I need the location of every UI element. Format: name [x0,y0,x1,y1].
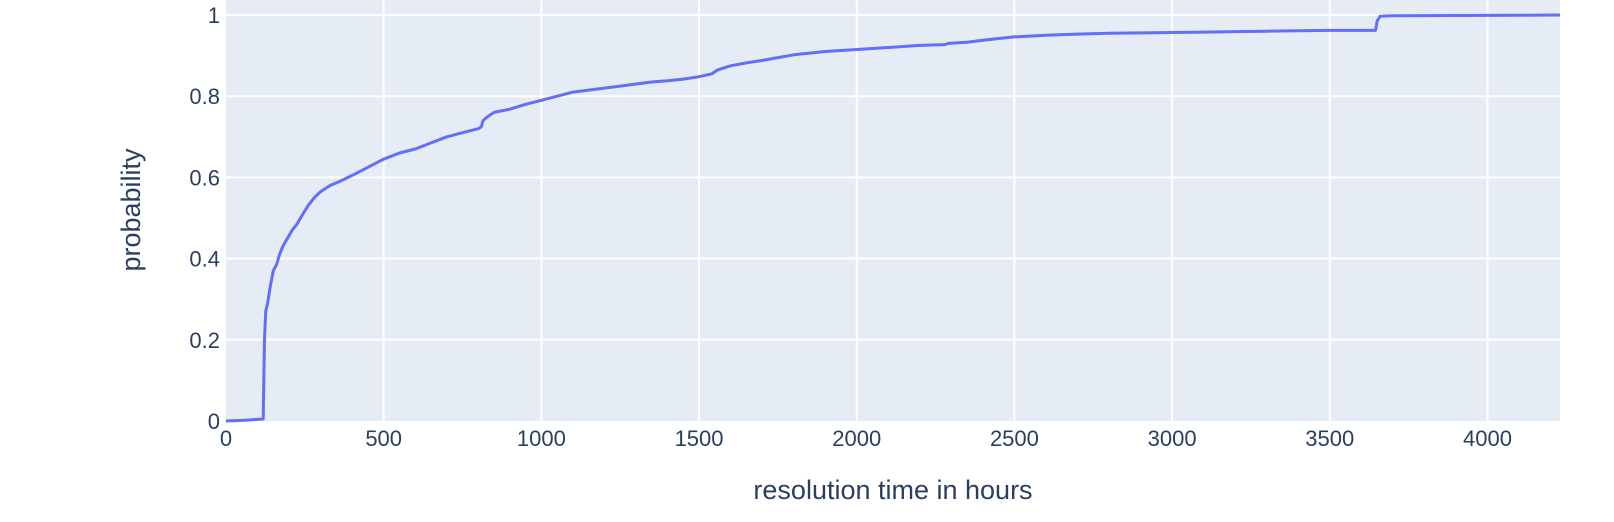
series-layer [225,13,1561,423]
y-tick-label: 0 [208,409,220,434]
x-tick-label: 1500 [675,426,724,451]
x-axis-ticks: 0 500 1000 1500 2000 2500 3000 3500 4000 [220,426,1512,451]
y-tick-label: 0.8 [189,84,220,109]
x-tick-label: 4000 [1463,426,1512,451]
x-tick-label: 3000 [1148,426,1197,451]
y-tick-label: 0.6 [189,165,220,190]
x-axis-title: resolution time in hours [753,475,1032,505]
x-tick-label: 0 [220,426,232,451]
y-axis-title: probability [116,148,146,272]
x-tick-label: 3500 [1305,426,1354,451]
plot-background [226,0,1560,421]
grid-lines [226,0,1560,421]
y-tick-label: 0.4 [189,247,220,272]
y-axis-ticks: 0 0.2 0.4 0.6 0.8 1 [189,3,220,434]
y-tick-label: 1 [208,3,220,28]
y-tick-label: 0.2 [189,328,220,353]
x-tick-label: 1000 [517,426,566,451]
x-tick-label: 2500 [990,426,1039,451]
x-tick-label: 500 [365,426,402,451]
cdf-series-line [225,13,1561,423]
x-tick-label: 2000 [832,426,881,451]
